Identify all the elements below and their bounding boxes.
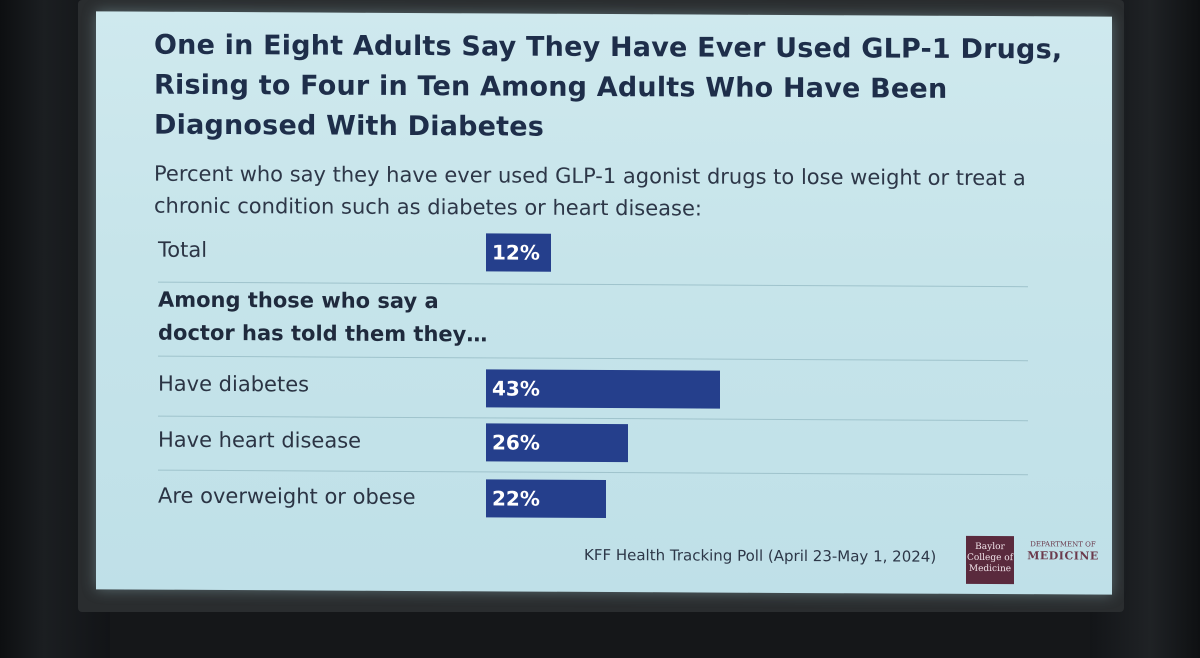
divider — [158, 415, 1028, 422]
slide-subtitle: Percent who say they have ever used GLP-… — [154, 161, 1026, 221]
group-heading: Among those who say a doctor has told th… — [158, 287, 488, 347]
source-note: KFF Health Tracking Poll (April 23-May 1… — [584, 545, 937, 566]
bar-heart-disease: 26% — [486, 423, 628, 463]
baylor-logo: Baylor College of Medicine — [966, 535, 1014, 585]
row-label-heart-disease: Have heart disease — [158, 427, 362, 453]
bar-overweight: 22% — [486, 479, 606, 519]
bar-total: 12% — [486, 233, 552, 272]
row-label-diabetes: Have diabetes — [158, 371, 310, 397]
divider — [158, 355, 1028, 362]
department-of-medicine-logo: DEPARTMENT OF MEDICINE — [1027, 540, 1099, 563]
row-label-overweight: Are overweight or obese — [158, 483, 416, 510]
projected-slide: One in Eight Adults Say They Have Ever U… — [96, 11, 1112, 595]
slide-title: One in Eight Adults Say They Have Ever U… — [154, 29, 1063, 143]
row-label-total: Total — [158, 237, 208, 262]
bar-diabetes: 43% — [486, 369, 721, 409]
divider — [158, 469, 1028, 476]
